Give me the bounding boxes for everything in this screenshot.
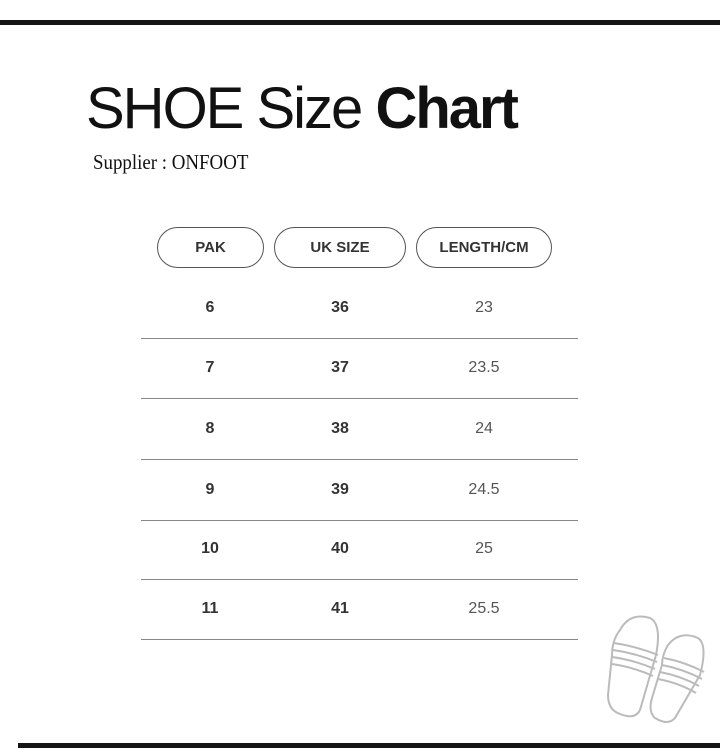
- uk-size-cell: 39: [331, 481, 349, 498]
- uk-size-cell: 38: [331, 420, 349, 437]
- length-cell: 23.5: [468, 359, 500, 376]
- pak-cell: 6: [205, 299, 215, 316]
- length-cell: 25: [475, 540, 493, 557]
- length-cell: 24: [475, 420, 493, 437]
- bottom-divider: [18, 743, 720, 748]
- pak-cell: 8: [205, 420, 215, 437]
- header-pak: PAK: [157, 227, 264, 268]
- title-bold: Chart: [375, 76, 518, 141]
- pak-cell: 7: [205, 359, 215, 376]
- header-length: LENGTH/CM: [416, 227, 552, 268]
- pak-cell: 10: [201, 540, 219, 557]
- uk-size-cell: 40: [331, 540, 349, 557]
- length-cell: 24.5: [468, 481, 500, 498]
- length-cell: 23: [475, 299, 493, 316]
- title-regular: SHOE Size: [86, 76, 363, 141]
- table-row: 10 40 25: [141, 519, 578, 580]
- supplier-label: Supplier : ONFOOT: [93, 150, 249, 174]
- table-row: 9 39 24.5: [141, 460, 578, 521]
- table-row: 11 41 25.5: [141, 579, 578, 640]
- table-row: 7 37 23.5: [141, 338, 578, 399]
- table-row: 8 38 24: [141, 399, 578, 460]
- pak-cell: 9: [205, 481, 215, 498]
- page-title: SHOE Size Chart: [86, 74, 519, 144]
- sandals-icon: [606, 615, 705, 723]
- pak-cell: 11: [201, 600, 219, 617]
- table-row: 6 36 23: [141, 278, 578, 339]
- length-cell: 25.5: [468, 600, 500, 617]
- uk-size-cell: 37: [331, 359, 349, 376]
- uk-size-cell: 36: [331, 299, 349, 316]
- top-divider: [0, 20, 720, 25]
- uk-size-cell: 41: [331, 600, 349, 617]
- header-uk-size: UK SIZE: [274, 227, 406, 268]
